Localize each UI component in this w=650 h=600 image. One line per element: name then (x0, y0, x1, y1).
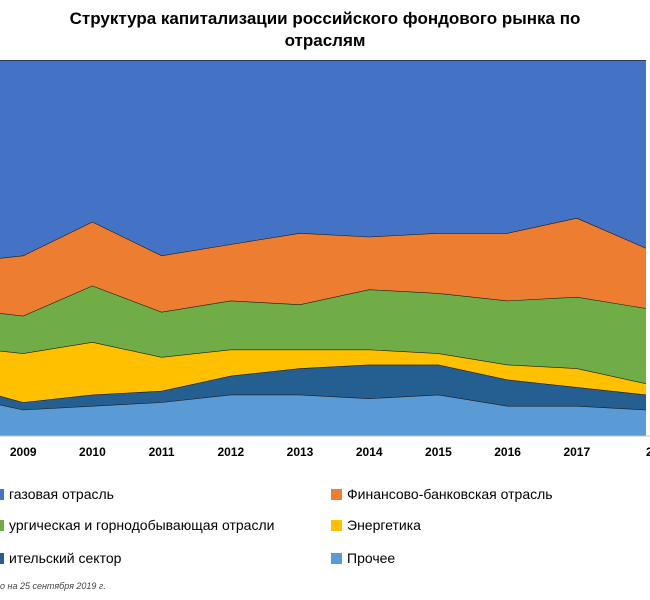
chart-title-line-2: отраслям (284, 31, 366, 50)
x-tick-label: 2013 (287, 445, 314, 459)
legend-swatch (331, 552, 342, 564)
legend-label: ургическая и горнодобывающая отрасли (9, 517, 275, 533)
legend-label: газовая отрасль (9, 486, 114, 502)
x-tick-label: 2016 (494, 445, 521, 459)
area-series-4 (0, 217, 646, 316)
legend-label: Финансово-банковская отрасль (347, 486, 553, 502)
x-tick-label: 2017 (563, 445, 590, 459)
legend-item-metallurgy: ургическая и горнодобывающая отрасли (0, 517, 274, 533)
legend-label: Прочее (347, 550, 396, 566)
x-tick-label: 2011 (149, 445, 175, 459)
legend-label: ительский сектор (9, 550, 122, 566)
legend-label: Энергетика (347, 517, 421, 533)
legend-swatch (0, 488, 4, 500)
x-tick-label: 2009 (10, 445, 37, 459)
x-tick-label: 2012 (217, 445, 244, 459)
legend-swatch (0, 552, 4, 564)
footnote: о на 25 сентября 2019 г. (0, 581, 106, 591)
legend-item-other: Прочее (331, 550, 395, 566)
legend-item-consumer: ительский сектор (0, 550, 121, 566)
x-tick-label: 2014 (356, 445, 383, 459)
legend-item-oil-gas: газовая отрасль (0, 486, 114, 502)
legend-item-finance: Финансово-банковская отрасль (331, 486, 553, 502)
x-tick-label: 2015 (425, 445, 452, 459)
area-series-0 (0, 394, 646, 436)
legend-swatch (0, 519, 4, 531)
x-tick-label: 20 (646, 445, 650, 459)
legend-item-energy: Энергетика (331, 517, 421, 533)
x-tick-label: 2010 (79, 445, 106, 459)
legend-swatch (331, 488, 342, 500)
area-series-3 (0, 285, 646, 384)
chart-title-line-1: Структура капитализации российского фонд… (69, 9, 581, 28)
legend-swatch (331, 519, 342, 531)
chart-title: Структура капитализации российского фонд… (0, 8, 650, 52)
area-series-5 (0, 60, 646, 259)
area-series-1 (0, 364, 646, 410)
